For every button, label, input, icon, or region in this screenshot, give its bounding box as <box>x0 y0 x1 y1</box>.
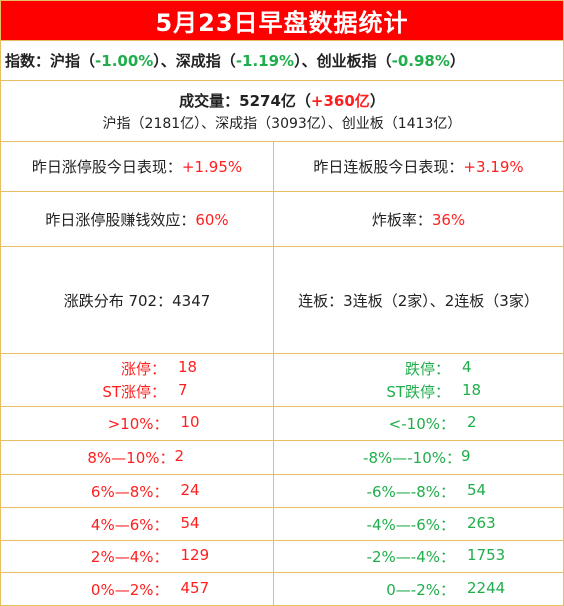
up-bucket-value: 129 <box>180 546 210 564</box>
down-bucket-value: 2 <box>467 413 477 431</box>
limit-up-value: 18 <box>178 358 198 376</box>
volume-row: 成交量：5274亿（+360亿） 沪指（2181亿）、深成指（3093亿）、创业… <box>1 81 563 142</box>
stat-value: 36% <box>431 210 466 229</box>
down-bucket-value: 263 <box>467 513 496 532</box>
up-bucket-value: 10 <box>180 413 200 431</box>
stat-value: +3.19% <box>463 158 524 176</box>
up-bucket-label: 4%—6%： <box>90 515 169 534</box>
limit-up-label: 涨停： <box>120 360 166 378</box>
consecutive-boards: 连板：3连板（2家）、2连板（3家） <box>298 291 539 310</box>
index-label: 指数： <box>5 52 51 70</box>
bucket-row: 0%—2%： 457 0—-2%： 2244 <box>1 573 563 605</box>
cy-index-value: -0.98% <box>391 51 450 70</box>
down-bucket-label: <-10%： <box>388 415 455 433</box>
up-bucket-value: 457 <box>180 578 210 597</box>
index-row: 指数： 沪指（ -1.00% ）、深成指（ -1.19% ）、创业板指（ -0.… <box>1 41 563 81</box>
sz-index-name: ）、深成指（ <box>153 52 236 70</box>
down-bucket-value: 9 <box>461 447 471 465</box>
volume-delta: +360亿 <box>310 91 370 110</box>
cy-index-name: ）、创业板指（ <box>294 52 392 70</box>
stat-row: 昨日涨停股今日表现：+1.95% 昨日连板股今日表现：+3.19% <box>1 142 563 192</box>
down-bucket-label: -4%—-6%： <box>366 515 455 534</box>
up-bucket-label: 0%—2%： <box>90 580 169 599</box>
rise-fall-distribution: 涨跌分布 702：4347 <box>63 291 211 310</box>
index-end: ） <box>449 52 465 70</box>
up-bucket-value: 24 <box>180 480 200 499</box>
sh-index-value: -1.00% <box>95 51 154 70</box>
volume-breakdown: 沪指（2181亿）、深成指（3093亿）、创业板（1413亿） <box>102 115 462 132</box>
stat-value: 60% <box>195 210 229 229</box>
bucket-row: 2%—4%： 129 -2%—-4%： 1753 <box>1 541 563 573</box>
stat-label: 昨日涨停股赚钱效应： <box>45 210 196 229</box>
bucket-row: 4%—6%： 54 -4%—-6%： 263 <box>1 508 563 541</box>
stat-label: 昨日涨停股今日表现： <box>31 158 182 176</box>
st-limit-up-value: 7 <box>178 381 188 399</box>
up-bucket-label: 8%—10%： <box>87 449 175 467</box>
down-bucket-value: 1753 <box>467 546 506 564</box>
down-bucket-value: 2244 <box>467 578 506 597</box>
up-bucket-label: 6%—8%： <box>90 482 169 501</box>
stat-value: +1.95% <box>181 158 243 176</box>
volume-end: ） <box>369 91 385 110</box>
up-bucket-label: 2%—4%： <box>90 548 169 566</box>
stat-label: 炸板率： <box>371 210 432 229</box>
up-bucket-label: >10%： <box>107 415 169 433</box>
page-title: 5月23日早盘数据统计 <box>155 9 409 37</box>
distribution-row: 涨跌分布 702：4347 连板：3连板（2家）、2连板（3家） <box>1 247 563 354</box>
bucket-row: >10%： 10 <-10%： 2 <box>1 407 563 441</box>
up-bucket-value: 54 <box>180 513 200 532</box>
title-row: 5月23日早盘数据统计 <box>1 1 563 41</box>
limit-down-label: 跌停： <box>404 360 450 378</box>
down-bucket-label: -2%—-4%： <box>366 548 455 566</box>
down-bucket-label: 0—-2%： <box>386 580 455 599</box>
limit-down-value: 4 <box>462 358 472 376</box>
bucket-row: 6%—8%： 24 -6%—-8%： 54 <box>1 475 563 508</box>
down-bucket-value: 54 <box>467 480 487 499</box>
limit-row: 涨停： 18 ST涨停： 7 跌停： 4 ST跌停： 18 <box>1 354 563 407</box>
bucket-row: 8%—10%： 2 -8%—-10%： 9 <box>1 441 563 475</box>
down-bucket-label: -8%—-10%： <box>363 449 461 467</box>
volume-label: 成交量：5274亿（ <box>179 91 311 110</box>
up-bucket-value: 2 <box>174 447 185 465</box>
st-limit-down-label: ST跌停： <box>386 383 450 401</box>
down-bucket-label: -6%—-8%： <box>366 482 455 501</box>
stat-row: 昨日涨停股赚钱效应：60% 炸板率：36% <box>1 192 563 247</box>
st-limit-up-label: ST涨停： <box>102 383 166 401</box>
sh-index-name: 沪指（ <box>50 52 96 70</box>
stat-label: 昨日连板股今日表现： <box>313 158 464 176</box>
volume-total: 成交量：5274亿（+360亿） <box>179 90 385 111</box>
st-limit-down-value: 18 <box>462 381 482 399</box>
sz-index-value: -1.19% <box>235 51 295 70</box>
